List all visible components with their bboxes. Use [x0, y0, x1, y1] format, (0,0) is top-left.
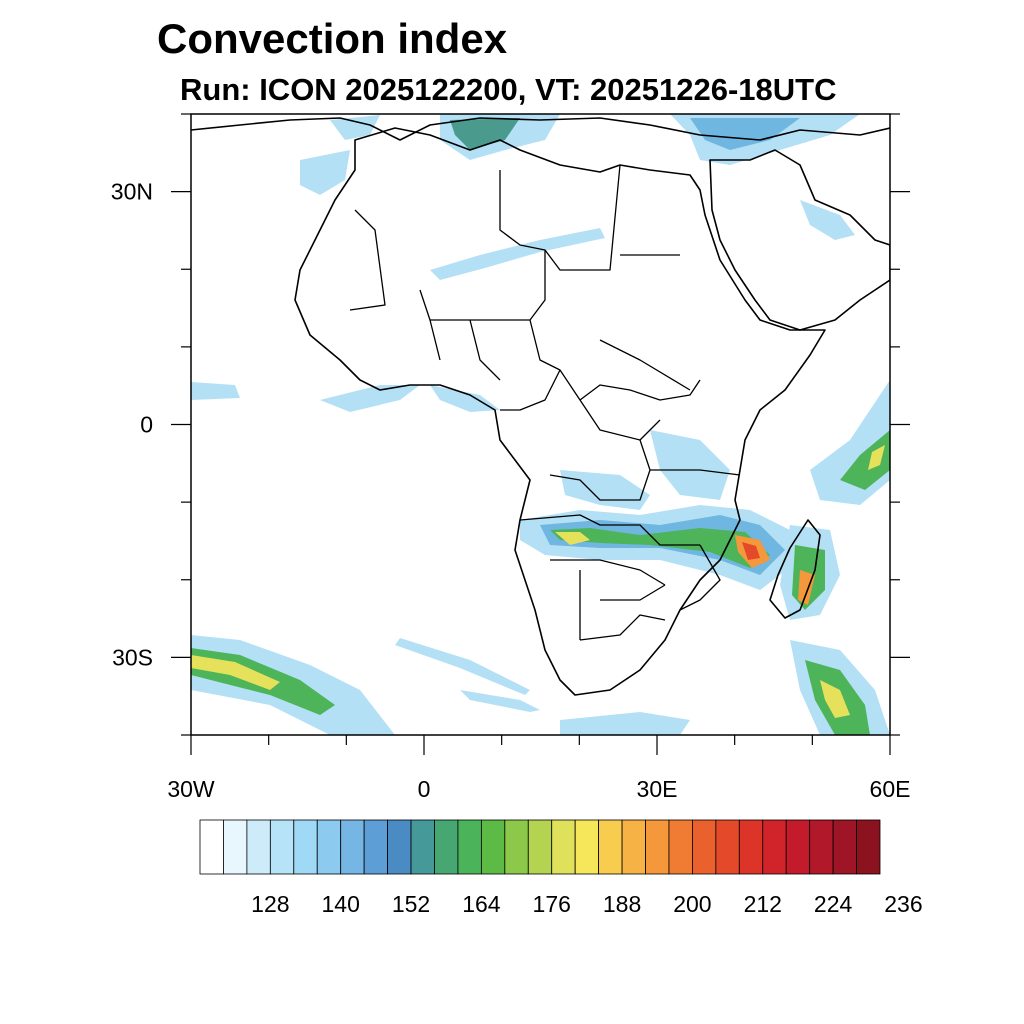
chart-subtitle: Run: ICON 2025122200, VT: 20251226-18UTC [180, 72, 837, 107]
colorbar-swatch [480, 819, 506, 875]
colorbar-swatch [527, 819, 553, 875]
field-south-streak-3 [560, 712, 690, 735]
lon-tick-label: 60E [870, 776, 911, 802]
borders-north [349, 164, 680, 381]
colorbar-label: 176 [533, 891, 571, 917]
map-frame-background [191, 114, 890, 735]
field-south-atlantic-core [191, 655, 280, 690]
colorbar-swatch [293, 819, 318, 875]
field-mozambique-red [742, 542, 760, 560]
field-atlantic-north [300, 150, 350, 195]
colorbar-swatch [457, 819, 482, 875]
colorbar: 128 140 152 164 176 188 200 212 224 236 [199, 819, 923, 917]
field-sahara-band [430, 228, 605, 280]
field-south-streak-1 [395, 638, 530, 695]
field-madagascar-core [798, 570, 815, 605]
lon-tick-label: 30W [167, 776, 215, 802]
lat-tick-label: 30S [112, 644, 153, 670]
europe-coastline [191, 117, 890, 141]
colorbar-swatch [246, 819, 271, 875]
field-indian-ocean-ne-green [840, 430, 890, 490]
colorbar-swatch [715, 819, 740, 875]
lat-tick-label: 0 [140, 412, 153, 438]
colorbar-label: 140 [322, 891, 360, 917]
colorbar-label: 224 [814, 891, 853, 917]
colorbar-swatch [809, 819, 834, 875]
colorbar-swatch [785, 819, 811, 875]
colorbar-swatch [363, 819, 388, 875]
colorbar-label: 188 [603, 891, 641, 917]
colorbar-label: 152 [392, 891, 430, 917]
field-northwest-band [330, 115, 380, 140]
colorbar-swatch [504, 819, 529, 875]
madagascar-coastline [769, 519, 821, 619]
colorbar-swatch [856, 819, 881, 875]
field-north-mediterranean-core [450, 118, 520, 150]
field-southern-band-green [550, 528, 770, 568]
colorbar-label: 236 [884, 891, 922, 917]
axis-layer: 30W 0 30E 60E 30N 0 30S [111, 113, 911, 802]
field-north-east-core [690, 118, 800, 150]
colorbar-label: 128 [251, 891, 289, 917]
field-west-atlantic [191, 382, 240, 400]
field-se-indian-ocean-core [820, 680, 850, 718]
colorbar-label: 212 [744, 891, 782, 917]
field-east-gulf [430, 385, 500, 412]
field-indian-ocean-ne-core [868, 445, 885, 470]
colorbar-swatch [410, 819, 435, 875]
colorbar-swatch [223, 819, 248, 875]
colorbar-swatch [574, 819, 600, 875]
arabia-coastline [709, 149, 890, 331]
colorbar-swatch [269, 819, 295, 875]
colorbar-swatch [668, 819, 693, 875]
colorbar-swatch [621, 819, 646, 875]
colorbar-swatch [645, 819, 670, 875]
colorbar-swatch [199, 819, 224, 875]
colorbar-swatch [692, 819, 717, 875]
field-great-lakes [650, 430, 730, 500]
convection-field [191, 114, 890, 735]
colorbar-swatch [316, 819, 342, 875]
field-south-streak-2 [460, 690, 540, 712]
colorbar-swatch [738, 819, 764, 875]
lat-tick-label: 30N [111, 179, 153, 205]
borders-central [500, 319, 741, 501]
colorbar-swatch [387, 819, 412, 875]
field-gulf-of-guinea [320, 385, 420, 412]
field-arabia [800, 200, 855, 240]
field-angola-core [555, 532, 590, 545]
coastlines [191, 117, 890, 696]
colorbar-label: 164 [462, 891, 501, 917]
colorbar-swatch [832, 819, 857, 875]
lon-tick-label: 0 [418, 776, 431, 802]
colorbar-swatch [551, 819, 576, 875]
colorbar-swatch [598, 819, 623, 875]
borders-south [519, 514, 721, 641]
colorbar-swatch [762, 819, 787, 875]
colorbar-swatch [340, 819, 365, 875]
lon-tick-label: 30E [637, 776, 678, 802]
colorbar-label: 200 [673, 891, 711, 917]
chart-title: Convection index [157, 15, 508, 62]
colorbar-swatch [434, 819, 459, 875]
